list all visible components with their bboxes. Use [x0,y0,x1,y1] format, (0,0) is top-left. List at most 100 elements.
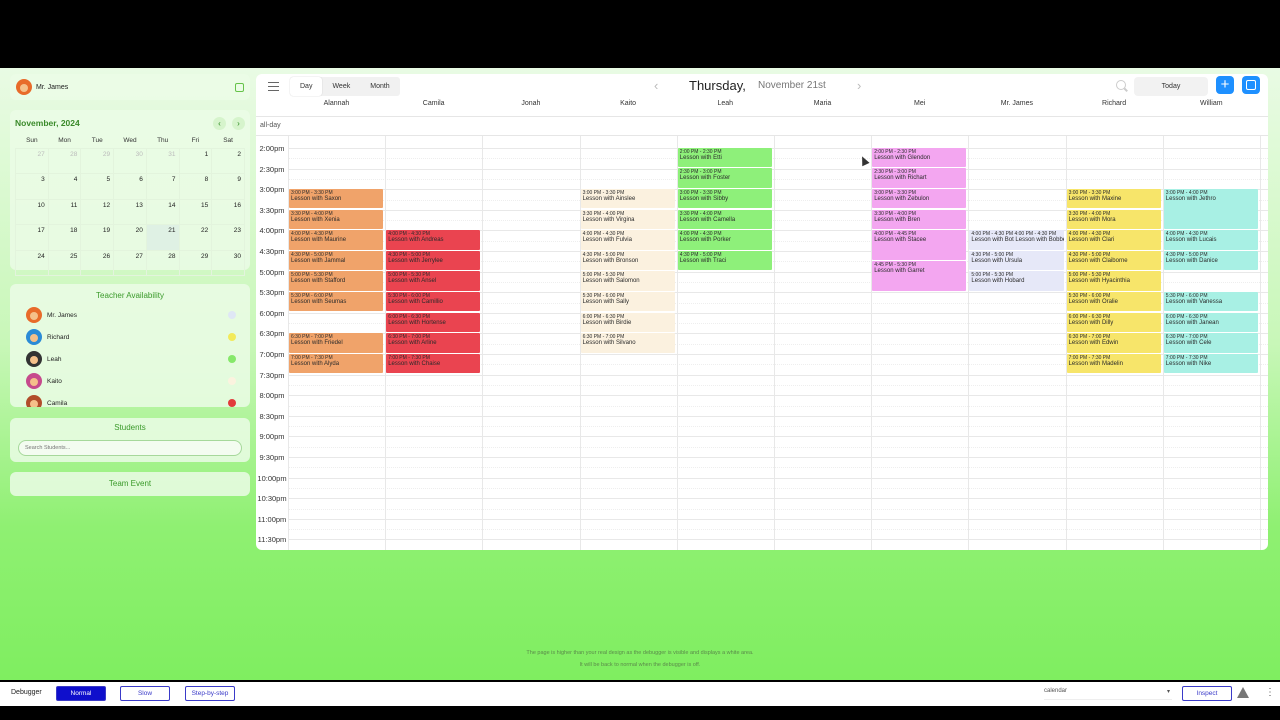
lesson-event[interactable]: 7:00 PM - 7:30 PM Lesson with Chaise [386,353,481,374]
lesson-event[interactable]: 5:30 PM - 6:00 PM Lesson with Camillio [386,291,481,312]
day-cell[interactable]: 2 [211,147,245,174]
calendar-toggle-icon[interactable] [235,82,244,92]
day-cell[interactable]: 21 [145,224,180,251]
lesson-event[interactable]: 7:00 PM - 7:30 PM Lesson with Alyda [289,353,384,374]
day-cell[interactable]: 30 [211,249,245,276]
step-by-step-button[interactable]: Step-by-step [185,686,235,701]
lesson-event[interactable]: 4:00 PM - 4:30 PM 4:00 PM - 4:30 PM Lesso… [969,230,1064,250]
lesson-event[interactable]: 6:30 PM - 7:00 PM Lesson with Edwin [1066,333,1161,353]
add-event-button[interactable]: + [1216,76,1234,94]
lesson-event[interactable]: 3:00 PM - 3:30 PM Lesson with Saxon [289,188,384,209]
availability-row[interactable]: Kaito [18,370,242,392]
lesson-event[interactable]: 4:00 PM - 4:30 PM Lesson with Clari [1066,230,1161,250]
lesson-event[interactable]: 3:30 PM - 4:00 PM Lesson with Virgina [580,209,675,230]
component-select[interactable]: calendar ▾ [1044,688,1172,700]
day-cell[interactable]: 29 [80,147,115,174]
next-day-icon[interactable]: › [857,78,862,93]
day-cell[interactable]: 26 [80,249,115,276]
day-cell[interactable]: 20 [113,224,147,251]
lesson-event[interactable]: 3:00 PM - 3:30 PM Lesson with Ainslee [580,188,675,209]
day-cell[interactable]: 22 [178,224,213,251]
availability-row[interactable]: Camila [18,392,242,407]
lesson-event[interactable]: 6:30 PM - 7:00 PM Lesson with Arline [386,333,481,353]
warning-icon[interactable] [1237,687,1249,698]
lesson-event[interactable]: 6:30 PM - 7:00 PM Lesson with Cele [1163,333,1258,353]
calendar-settings-button[interactable] [1242,76,1260,94]
lesson-event[interactable]: 4:30 PM - 5:00 PM Lesson with Jerrylee [386,250,481,271]
day-cell[interactable]: 10 [15,198,49,225]
day-cell[interactable]: 1 [178,147,213,174]
day-cell[interactable]: 11 [47,198,82,225]
lesson-event[interactable]: 4:00 PM - 4:45 PM Lesson with Stacee [872,230,967,260]
lesson-event[interactable]: 3:00 PM - 3:30 PM Lesson with Maxine [1066,188,1161,209]
lesson-event[interactable]: 4:30 PM - 5:00 PM Lesson with Claiborne [1066,250,1161,271]
user-card[interactable]: Mr. James [10,74,250,100]
lesson-event[interactable]: 4:00 PM - 4:30 PM Lesson with Maurine [289,230,384,250]
lesson-event[interactable]: 4:30 PM - 5:00 PM Lesson with Traci [677,250,772,271]
view-week-button[interactable]: Week [332,83,351,90]
lesson-event[interactable]: 4:00 PM - 4:30 PM Lesson with Porker [677,230,772,250]
lesson-event[interactable]: 6:00 PM - 6:30 PM Lesson with Birdie [580,312,675,333]
lesson-event[interactable]: 4:30 PM - 5:00 PM Lesson with Bronson [580,250,675,271]
day-cell[interactable]: 13 [113,198,147,225]
day-cell[interactable]: 27 [113,249,147,276]
normal-button[interactable]: Normal [56,686,106,701]
view-month-button[interactable]: Month [370,83,390,90]
lesson-event[interactable]: 5:00 PM - 5:30 PM Lesson with Stafford [289,271,384,291]
lesson-event[interactable]: 3:00 PM - 3:30 PM Lesson with Zebulon [872,188,967,209]
lesson-event[interactable]: 5:30 PM - 6:00 PM Lesson with Vanessa [1163,291,1258,312]
lesson-event[interactable]: 4:00 PM - 4:30 PM Lesson with Fulvia [580,230,675,250]
more-options-icon[interactable]: ⋮ [1265,687,1275,698]
view-day-button[interactable]: Day [290,77,323,96]
day-cell[interactable]: 18 [47,224,82,251]
lesson-event[interactable]: 2:00 PM - 2:30 PM Lesson with Etti [677,147,772,168]
day-cell[interactable]: 31 [145,147,180,174]
day-cell[interactable]: 19 [80,224,115,251]
day-cell[interactable]: 3 [15,173,49,200]
day-cell[interactable]: 23 [211,224,245,251]
lesson-event[interactable]: 7:00 PM - 7:30 PM Lesson with Madelin [1066,353,1161,374]
lesson-event[interactable]: 2:30 PM - 3:00 PM Lesson with Richart [872,168,967,188]
lesson-event[interactable]: 3:30 PM - 4:00 PM Lesson with Camella [677,209,772,230]
lesson-event[interactable]: 2:30 PM - 3:00 PM Lesson with Foster [677,168,772,188]
lesson-event[interactable]: 3:00 PM - 4:00 PM Lesson with Jethro [1163,188,1258,230]
day-cell[interactable]: 25 [47,249,82,276]
search-icon[interactable] [1116,80,1126,90]
inspect-button[interactable]: Inspect [1182,686,1232,701]
day-cell[interactable]: 8 [178,173,213,200]
day-cell[interactable]: 27 [15,147,49,174]
lesson-event[interactable]: 5:00 PM - 5:30 PM Lesson with Hyacinthia [1066,271,1161,291]
lesson-event[interactable]: 6:00 PM - 6:30 PM Lesson with Hortense [386,312,481,333]
lesson-event[interactable]: 3:30 PM - 4:00 PM Lesson with Xenia [289,209,384,230]
lesson-event[interactable]: 6:30 PM - 7:00 PM Lesson with Friedel [289,333,384,353]
lesson-event[interactable]: 4:30 PM - 5:00 PM Lesson with Danice [1163,250,1258,271]
lesson-event[interactable]: 5:30 PM - 6:00 PM Lesson with Oralie [1066,291,1161,312]
mini-calendar-next-button[interactable]: › [232,116,245,130]
slow-button[interactable]: Slow [120,686,170,701]
lesson-event[interactable]: 2:00 PM - 2:30 PM Lesson with Glendon [872,147,967,168]
search-students-input[interactable] [18,440,242,456]
lesson-event[interactable]: 4:00 PM - 4:30 PM Lesson with Lucais [1163,230,1258,250]
prev-day-icon[interactable]: ‹ [654,78,659,93]
lesson-event[interactable]: 5:00 PM - 5:30 PM Lesson with Salomon [580,271,675,291]
lesson-event[interactable]: 6:30 PM - 7:00 PM Lesson with Silvano [580,333,675,353]
day-cell[interactable]: 15 [178,198,213,225]
day-cell[interactable]: 30 [113,147,147,174]
day-cell[interactable]: 6 [113,173,147,200]
mini-calendar-prev-button[interactable]: ‹ [213,116,226,130]
today-button[interactable]: Today [1134,77,1208,96]
team-event-card[interactable]: Team Event [10,472,250,496]
day-cell[interactable]: 5 [80,173,115,200]
lesson-event[interactable]: 4:30 PM - 5:00 PM Lesson with Jammal [289,250,384,271]
day-cell[interactable]: 4 [47,173,82,200]
lesson-event[interactable]: 6:00 PM - 6:30 PM Lesson with Janean [1163,312,1258,333]
lesson-event[interactable]: 5:30 PM - 6:00 PM Lesson with Sally [580,291,675,312]
lesson-event[interactable]: 3:30 PM - 4:00 PM Lesson with Mora [1066,209,1161,230]
day-cell[interactable]: 28 [145,249,180,276]
lesson-event[interactable]: 4:45 PM - 5:30 PM Lesson with Garret [872,261,967,291]
day-cell[interactable]: 16 [211,198,245,225]
day-cell[interactable]: 14 [145,198,180,225]
lesson-event[interactable]: 5:30 PM - 6:00 PM Lesson with Seumas [289,291,384,312]
day-cell[interactable]: 7 [145,173,180,200]
day-cell[interactable]: 17 [15,224,49,251]
